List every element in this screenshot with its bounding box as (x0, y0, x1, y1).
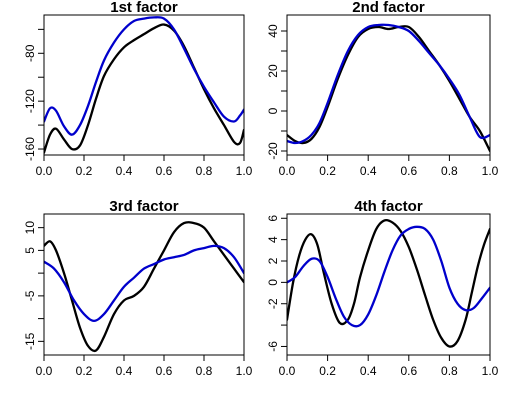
y-tick-label: -6 (266, 341, 280, 352)
series-group (44, 221, 244, 353)
x-tick-label: 0.4 (360, 364, 377, 378)
x-tick-label: 1.0 (236, 364, 253, 378)
x-tick-label: 0.2 (319, 364, 336, 378)
series-line-blue (287, 23, 490, 145)
x-tick-label: 0.2 (76, 164, 93, 178)
x-tick-label: 0.6 (400, 364, 417, 378)
chart-title: 4th factor (354, 198, 423, 215)
y-tick-label: -15 (23, 332, 37, 350)
x-tick-label: 0.4 (360, 164, 377, 178)
x-tick-label: 0.6 (156, 164, 173, 178)
plot-frame (286, 14, 491, 156)
x-tick-label: 1.0 (482, 164, 499, 178)
x-tick-label: 0.0 (36, 164, 53, 178)
y-tick-label: -160 (23, 137, 37, 161)
chart-panel-1: 1st factor 0.0 0.2 0.4 0.6 0.8 1.0 -160 -120 -80 (23, 0, 253, 178)
y-tick-label: -20 (266, 142, 280, 160)
series-group (44, 16, 244, 154)
x-tick-label: 0.2 (76, 364, 93, 378)
x-tick-label: 0.0 (36, 364, 53, 378)
plot-frame (43, 213, 245, 356)
y-tick-label: 6 (266, 215, 280, 222)
x-tick-label: 0.8 (196, 364, 213, 378)
series-group (287, 218, 490, 348)
y-tick-label: 0 (266, 279, 280, 286)
x-tick-label: 1.0 (236, 164, 253, 178)
series-line-black (287, 218, 490, 348)
x-tick-label: 0.8 (441, 164, 458, 178)
series-line-blue (44, 244, 244, 323)
x-tick-label: 0.8 (196, 164, 213, 178)
y-tick-label: 5 (23, 247, 37, 254)
series-group (287, 23, 490, 153)
x-tick-label: 0.0 (279, 164, 296, 178)
x-tick-label: 0.6 (400, 164, 417, 178)
plot-frame (43, 14, 245, 156)
y-tick-label: 10 (23, 221, 37, 235)
chart-panel-4: 4th factor 0.0 0.2 0.4 0.6 0.8 1.0 -6 -2 0 2 4 6 (266, 198, 499, 378)
y-tick-label: -2 (266, 298, 280, 309)
series-line-blue (287, 225, 490, 328)
x-tick-label: 0.4 (116, 364, 133, 378)
y-tick-label: 40 (266, 24, 280, 38)
x-tick-label: 0.0 (279, 364, 296, 378)
chart-panel-2: 2nd factor 0.0 0.2 0.4 0.6 0.8 1.0 -20 0 20 40 (266, 0, 499, 178)
chart-title: 2nd factor (352, 0, 425, 16)
series-line-black (44, 221, 244, 353)
y-tick-label: -120 (23, 89, 37, 113)
x-tick-label: 0.6 (156, 364, 173, 378)
x-tick-label: 0.8 (441, 364, 458, 378)
y-tick-label: -5 (23, 290, 37, 301)
chart-title: 3rd factor (109, 198, 178, 215)
x-tick-label: 1.0 (482, 364, 499, 378)
x-tick-label: 0.4 (116, 164, 133, 178)
plot-frame (286, 213, 491, 356)
y-tick-label: 4 (266, 236, 280, 243)
y-tick-label: -80 (23, 44, 37, 62)
series-line-blue (44, 16, 244, 136)
series-line-black (287, 25, 490, 153)
y-tick-label: 20 (266, 64, 280, 78)
x-tick-label: 0.2 (319, 164, 336, 178)
series-line-black (44, 23, 244, 154)
y-tick-label: 2 (266, 257, 280, 264)
y-tick-label: 0 (266, 107, 280, 114)
chart-panel-3: 3rd factor 0.0 0.2 0.4 0.6 0.8 1.0 -15 -5 5 10 (23, 198, 253, 378)
chart-title: 1st factor (110, 0, 178, 16)
